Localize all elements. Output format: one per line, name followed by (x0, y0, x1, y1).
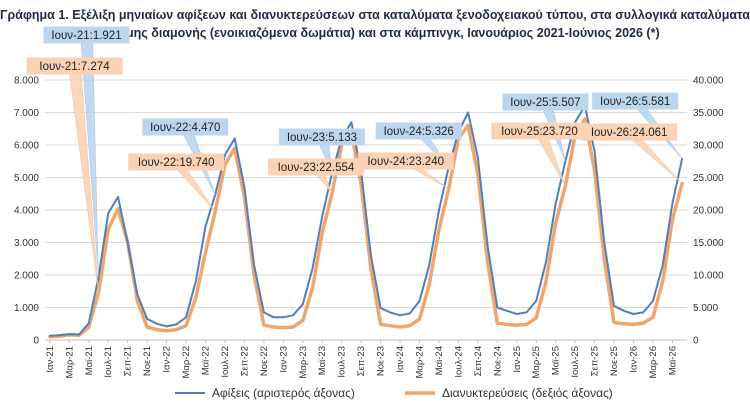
callout-label: Ιουν-21:7.274 (39, 61, 110, 73)
x-tick-label: Μαρ-23 (298, 346, 309, 379)
callout-label: Ιουν-25:5.507 (510, 97, 580, 109)
y-right-tick-label: 0 (693, 336, 699, 347)
y-left-tick-label: 2.000 (14, 271, 39, 282)
x-tick-label: Ιαν-25 (512, 346, 523, 373)
callout-label: Ιουν-25:23.720 (501, 126, 578, 138)
legend-label-overnights: Διανυκτερεύσεις (δεξιός άξονας) (442, 386, 613, 400)
y-right-tick-label: 25.000 (693, 173, 724, 184)
overnights-callout: Ιουν-21:7.274 (27, 58, 123, 293)
overnights-callout: Ιουν-24:23.240 (358, 153, 454, 189)
callout-label: Ιουν-23:22.554 (278, 162, 355, 174)
y-left-tick-label: 1.000 (14, 303, 39, 314)
y-right-tick-label: 10.000 (693, 271, 724, 282)
x-tick-label: Νοε-25 (609, 346, 620, 376)
x-tick-label: Ιουλ-21 (103, 346, 114, 378)
x-tick-label: Ιουλ-22 (220, 346, 231, 378)
callout-label: Ιουν-23:5.133 (287, 132, 357, 144)
x-tick-label: Ιαν-22 (162, 346, 173, 373)
x-tick-label: Μαϊ-21 (84, 346, 95, 375)
x-tick-label: Μαϊ-24 (434, 346, 445, 375)
x-tick-label: Ιουλ-25 (570, 346, 581, 378)
series-layer (50, 106, 682, 337)
callout-label: Ιουν-22:19.740 (138, 157, 215, 169)
x-tick-label: Ιαν-24 (395, 346, 406, 373)
x-tick-label: Μαϊ-23 (317, 346, 328, 375)
callout-label: Ιουν-24:23.240 (367, 156, 444, 168)
callout-label: Ιουν-24:5.326 (384, 126, 454, 138)
callout-label: Ιουν-26:24.061 (591, 127, 668, 139)
x-tick-label: Ιαν-26 (629, 346, 640, 373)
y-right-tick-label: 5.000 (693, 303, 718, 314)
x-tick-label: Μαϊ-25 (551, 346, 562, 375)
y-left-tick-label: 0 (33, 336, 39, 347)
x-tick-label: Μαρ-22 (181, 346, 192, 379)
y-right-tick-label: 40.000 (693, 76, 724, 87)
x-tick-label: Ιαν-23 (278, 346, 289, 373)
x-tick-label: Σεπ-24 (473, 346, 484, 376)
y-left-tick-label: 6.000 (14, 141, 39, 152)
callout-label: Ιουν-22:4.470 (150, 122, 220, 134)
y-left-tick-label: 3.000 (14, 238, 39, 249)
y-left-tick-label: 5.000 (14, 173, 39, 184)
x-tick-label: Ιουλ-24 (453, 346, 464, 378)
chart-title-line-1: Γράφημα 1. Εξέλιξη μηνιαίων αφίξεων και … (0, 8, 750, 22)
y-right-tick-label: 20.000 (693, 206, 724, 217)
overnights-line (50, 119, 682, 337)
y-right-tick-label: 15.000 (693, 238, 724, 249)
overnights-callout: Ιουν-23:22.554 (268, 159, 364, 194)
chart-title-line-2: σύντομης διαμονής (ενοικιαζόμενα δωμάτια… (90, 26, 659, 40)
x-tick-label: Σεπ-23 (356, 346, 367, 376)
x-tick-label: Νοε-24 (492, 346, 503, 376)
x-tick-label: Νοε-21 (142, 346, 153, 376)
legend-label-arrivals: Αφίξεις (αριστερός άξονας) (212, 386, 355, 400)
x-tick-label: Νοε-23 (376, 346, 387, 376)
y-left-tick-label: 8.000 (14, 76, 39, 87)
x-tick-label: Μαρ-26 (648, 346, 659, 379)
y-right-tick-label: 30.000 (693, 141, 724, 152)
y-right-tick-label: 35.000 (693, 108, 724, 119)
x-tick-label: Σεπ-25 (590, 346, 601, 376)
x-tick-label: Νοε-22 (259, 346, 270, 376)
axis-layer: 0 0 1.000 5.000 2.000 10.000 3.000 15.000 4.000 2… (14, 76, 724, 379)
x-tick-label: Σεπ-22 (239, 346, 250, 376)
y-left-tick-label: 7.000 (14, 108, 39, 119)
x-tick-label: Ιαν-21 (45, 346, 56, 373)
x-tick-label: Μαρ-25 (531, 346, 542, 379)
callout-layer: Ιουν-21:1.921 Ιουν-21:7.274 Ιουν-22:4.470 Ι… (27, 27, 683, 293)
callout-label: Ιουν-21:1.921 (51, 30, 121, 42)
x-tick-label: Μαϊ-22 (201, 346, 212, 375)
x-tick-label: Ιουλ-23 (337, 346, 348, 378)
y-left-tick-label: 4.000 (14, 206, 39, 217)
x-tick-label: Μαρ-21 (64, 346, 75, 379)
callout-label: Ιουν-26:5.581 (600, 96, 670, 108)
x-tick-label: Μαρ-24 (415, 346, 426, 379)
legend: Αφίξεις (αριστερός άξονας) Διανυκτερεύσει… (175, 386, 613, 400)
x-tick-label: Σεπ-21 (123, 346, 134, 376)
x-tick-label: Μαϊ-26 (667, 346, 678, 375)
